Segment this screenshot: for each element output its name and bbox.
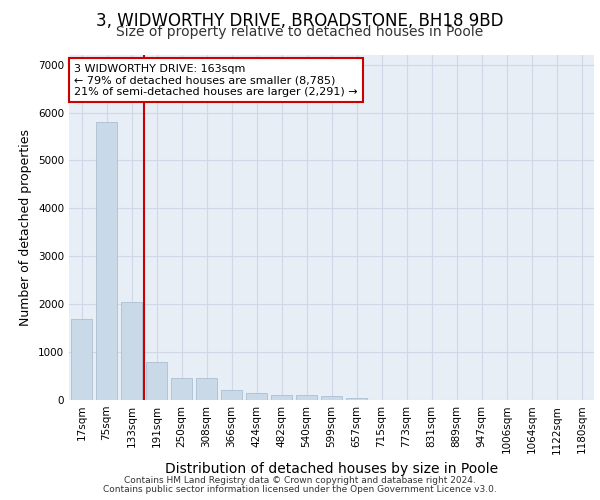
Text: Contains public sector information licensed under the Open Government Licence v3: Contains public sector information licen… — [103, 485, 497, 494]
Bar — [296, 395, 317, 400]
Bar — [246, 393, 267, 400]
Bar — [171, 378, 192, 400]
Text: 3 WIDWORTHY DRIVE: 163sqm
← 79% of detached houses are smaller (8,785)
21% of se: 3 WIDWORTHY DRIVE: 163sqm ← 79% of detac… — [74, 64, 358, 97]
Bar — [346, 398, 367, 400]
Bar — [321, 396, 342, 400]
Bar — [96, 122, 117, 400]
Bar — [271, 395, 292, 400]
X-axis label: Distribution of detached houses by size in Poole: Distribution of detached houses by size … — [165, 462, 498, 476]
Text: 3, WIDWORTHY DRIVE, BROADSTONE, BH18 9BD: 3, WIDWORTHY DRIVE, BROADSTONE, BH18 9BD — [96, 12, 504, 30]
Bar — [146, 362, 167, 400]
Bar — [71, 318, 92, 400]
Bar — [121, 302, 142, 400]
Bar — [221, 390, 242, 400]
Bar — [196, 378, 217, 400]
Text: Contains HM Land Registry data © Crown copyright and database right 2024.: Contains HM Land Registry data © Crown c… — [124, 476, 476, 485]
Y-axis label: Number of detached properties: Number of detached properties — [19, 129, 32, 326]
Text: Size of property relative to detached houses in Poole: Size of property relative to detached ho… — [116, 25, 484, 39]
